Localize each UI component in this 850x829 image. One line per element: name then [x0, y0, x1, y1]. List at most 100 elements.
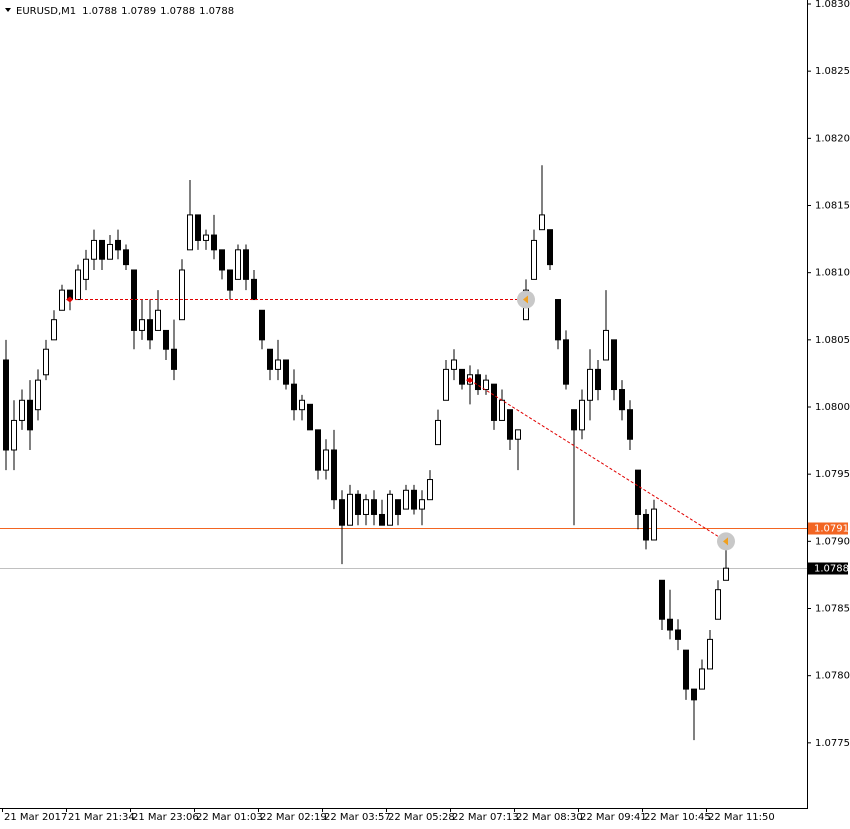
- candle-body: [611, 339, 617, 391]
- symbol-title: EURUSD,M1: [16, 6, 76, 17]
- candle-body: [299, 399, 305, 411]
- candle-body: [75, 269, 81, 301]
- candle-body: [627, 409, 633, 440]
- candle-body: [419, 499, 425, 510]
- candle-body: [435, 419, 441, 446]
- candle-body: [115, 239, 121, 251]
- candle-body: [707, 638, 713, 670]
- candle-body: [227, 269, 233, 291]
- candle-body: [235, 249, 241, 280]
- price-label: 1.0788: [814, 564, 849, 575]
- candle-body: [363, 499, 369, 515]
- candle-body: [163, 329, 169, 350]
- candle-body: [531, 239, 537, 280]
- candle-body: [403, 489, 409, 510]
- ohlc-value: 1.0788: [82, 6, 117, 17]
- candle-body: [643, 513, 649, 541]
- candle-body: [51, 319, 57, 341]
- candle-body: [459, 368, 465, 385]
- candle-body: [395, 499, 401, 515]
- candle-body: [339, 499, 345, 526]
- candle-body: [259, 309, 265, 341]
- candle-body: [91, 239, 97, 260]
- candle-body: [555, 299, 561, 341]
- candle-body: [195, 214, 201, 241]
- y-tick-label: 1.0800: [815, 402, 850, 413]
- candle-body: [547, 229, 553, 266]
- candle-body: [179, 269, 185, 321]
- candle-body: [603, 329, 609, 361]
- x-tick-label: 22 Mar 01:03: [196, 812, 263, 823]
- candle-body: [171, 348, 177, 370]
- candle-body: [35, 379, 41, 411]
- candle-body: [307, 403, 313, 431]
- trade-close-arrow: [723, 537, 728, 546]
- candle-body: [147, 319, 153, 341]
- candle-body: [243, 249, 249, 280]
- candle-body: [203, 234, 209, 241]
- candle-body: [499, 399, 505, 421]
- trade-close-arrow: [523, 295, 528, 304]
- price-label-box: [808, 562, 848, 575]
- candle-body: [659, 579, 665, 620]
- candle-body: [139, 319, 145, 331]
- candle-body: [3, 359, 9, 451]
- candle-body: [315, 429, 321, 471]
- candle-body: [691, 688, 697, 701]
- candle-body: [83, 258, 89, 280]
- y-tick-label: 1.0820: [815, 133, 850, 144]
- x-tick-label: 22 Mar 10:45: [644, 812, 711, 823]
- x-tick-label: 22 Mar 03:57: [324, 812, 391, 823]
- candle-body: [683, 649, 689, 690]
- candle-body: [587, 368, 593, 401]
- x-tick-label: 22 Mar 11:50: [708, 812, 775, 823]
- ohlc-value: 1.0789: [121, 6, 156, 17]
- candle-body: [11, 419, 17, 451]
- candle-body: [723, 567, 729, 581]
- price-label: 1.0791: [814, 524, 849, 535]
- candle-body: [667, 618, 673, 631]
- candle-body: [427, 479, 433, 501]
- candle-body: [267, 348, 273, 370]
- candle-body: [371, 499, 377, 515]
- candle-body: [19, 399, 25, 421]
- x-tick-label: 22 Mar 05:28: [388, 812, 455, 823]
- ohlc-values: 1.0788 1.0789 1.0788 1.0788: [82, 6, 234, 17]
- candle-body: [675, 629, 681, 640]
- candle-body: [475, 374, 481, 391]
- candle-body: [251, 278, 257, 301]
- y-tick-label: 1.0785: [815, 604, 850, 615]
- ohlc-value: 1.0788: [199, 6, 234, 17]
- candle-body: [579, 399, 585, 431]
- x-tick-label: 22 Mar 07:13: [452, 812, 519, 823]
- y-tick-label: 1.0815: [815, 201, 850, 212]
- candle-body: [379, 513, 385, 526]
- candle-body: [187, 214, 193, 251]
- y-tick-label: 1.0830: [815, 0, 850, 10]
- candle-body: [507, 409, 513, 440]
- candle-body: [323, 449, 329, 471]
- x-tick-label: 21 Mar 23:06: [132, 812, 199, 823]
- candle-body: [291, 383, 297, 411]
- candle-body: [355, 493, 361, 515]
- candle-body: [387, 493, 393, 526]
- candle-body: [595, 368, 601, 391]
- candle-body: [219, 249, 225, 271]
- candle-body: [483, 379, 489, 391]
- x-tick-label: 22 Mar 02:19: [260, 812, 327, 823]
- trade-open-arrow: [466, 377, 473, 384]
- candle-body: [123, 249, 129, 266]
- candle-body: [443, 368, 449, 401]
- candle-body: [275, 359, 281, 370]
- candle-body: [635, 469, 641, 515]
- menu-triangle[interactable]: [5, 8, 11, 12]
- candle-body: [99, 239, 105, 260]
- candle-body: [107, 243, 113, 260]
- candle-body: [155, 309, 161, 331]
- x-tick-label: 21 Mar 2017: [4, 812, 67, 823]
- candle-body: [283, 359, 289, 385]
- y-tick-label: 1.0795: [815, 469, 850, 480]
- y-tick-label: 1.0825: [815, 66, 850, 77]
